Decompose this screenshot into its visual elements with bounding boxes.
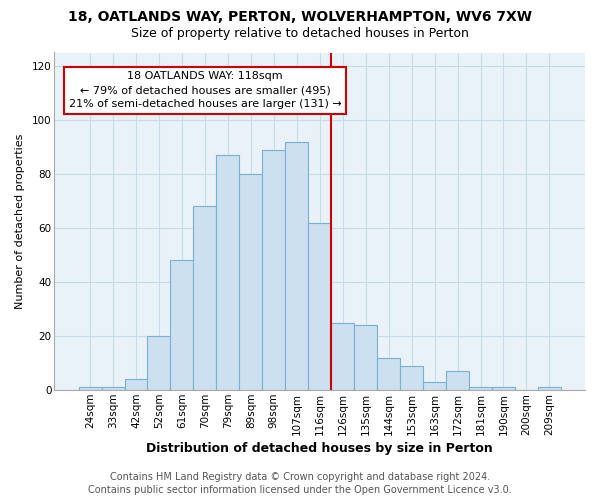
Bar — [469, 388, 492, 390]
Bar — [446, 371, 469, 390]
Text: Size of property relative to detached houses in Perton: Size of property relative to detached ho… — [131, 28, 469, 40]
Bar — [79, 388, 101, 390]
Bar — [492, 388, 515, 390]
Bar — [377, 358, 400, 390]
Bar — [148, 336, 170, 390]
Bar — [423, 382, 446, 390]
Bar — [193, 206, 217, 390]
Text: 18 OATLANDS WAY: 118sqm
← 79% of detached houses are smaller (495)
21% of semi-d: 18 OATLANDS WAY: 118sqm ← 79% of detache… — [68, 72, 341, 110]
Bar — [217, 155, 239, 390]
Bar — [101, 388, 125, 390]
Bar — [125, 380, 148, 390]
Bar — [285, 142, 308, 390]
Text: Contains HM Land Registry data © Crown copyright and database right 2024.
Contai: Contains HM Land Registry data © Crown c… — [88, 472, 512, 495]
Bar — [331, 322, 354, 390]
Bar — [400, 366, 423, 390]
Bar — [354, 326, 377, 390]
Bar — [308, 222, 331, 390]
Bar — [538, 388, 561, 390]
X-axis label: Distribution of detached houses by size in Perton: Distribution of detached houses by size … — [146, 442, 493, 455]
Y-axis label: Number of detached properties: Number of detached properties — [15, 134, 25, 309]
Bar — [239, 174, 262, 390]
Bar — [170, 260, 193, 390]
Bar — [262, 150, 285, 390]
Text: 18, OATLANDS WAY, PERTON, WOLVERHAMPTON, WV6 7XW: 18, OATLANDS WAY, PERTON, WOLVERHAMPTON,… — [68, 10, 532, 24]
